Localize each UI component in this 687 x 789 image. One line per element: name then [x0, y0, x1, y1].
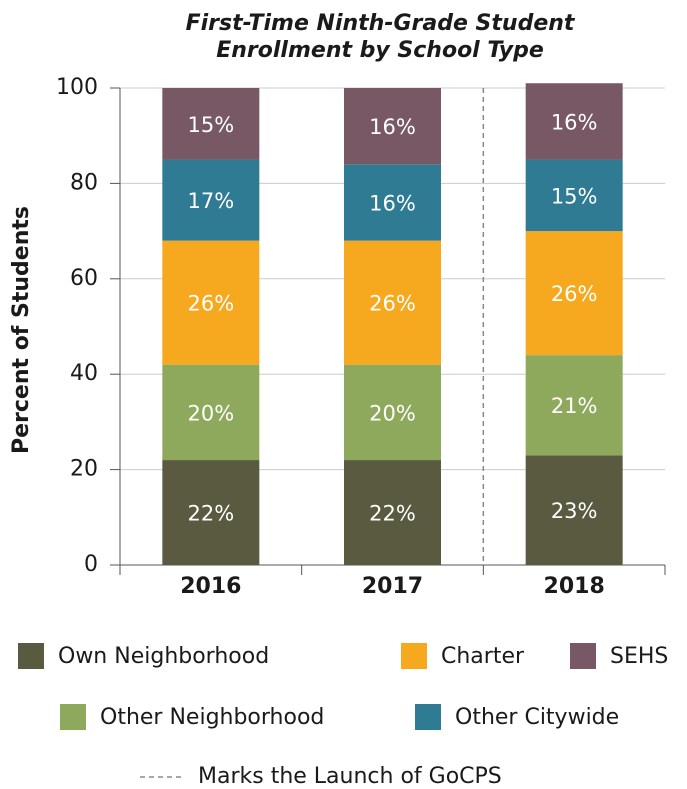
legend-swatch — [18, 643, 44, 669]
bar-segment — [344, 88, 441, 165]
data-label: 16% — [551, 110, 598, 134]
bar-segment — [344, 364, 441, 461]
bar-segment — [525, 455, 623, 565]
legend-label: Other Citywide — [455, 705, 619, 730]
y-axis-label: Percent of Students — [9, 206, 34, 454]
bar-segment — [344, 164, 441, 241]
y-tick-label: 100 — [56, 75, 98, 100]
bar-segment — [162, 240, 260, 365]
data-label: 15% — [187, 113, 234, 137]
data-label: 26% — [551, 282, 598, 306]
data-label: 15% — [551, 184, 598, 208]
y-tick-label: 0 — [84, 552, 98, 577]
bar-segment — [162, 88, 260, 160]
bar-segment — [344, 240, 441, 365]
data-label: 26% — [369, 292, 416, 316]
data-label: 21% — [551, 394, 598, 418]
bar-segment — [525, 159, 623, 232]
legend-swatch — [415, 704, 441, 730]
bar-segment — [525, 231, 623, 356]
y-tick-label: 60 — [70, 266, 98, 291]
legend-label: SEHS — [610, 644, 668, 669]
bar-segment — [162, 364, 260, 461]
legend-label: Other Neighborhood — [100, 705, 324, 730]
bar-segment — [525, 83, 623, 160]
legend-swatch — [570, 643, 596, 669]
data-label: 16% — [369, 191, 416, 215]
x-tick-label: 2017 — [362, 574, 423, 599]
chart-title: First-Time Ninth-Grade Student — [186, 11, 576, 36]
data-label: 22% — [369, 502, 416, 526]
data-label: 17% — [187, 189, 234, 213]
legend-label: Own Neighborhood — [58, 644, 269, 669]
chart-title: Enrollment by School Type — [216, 38, 544, 63]
legend-swatch — [60, 704, 86, 730]
data-label: 20% — [369, 401, 416, 425]
bar-segment — [344, 460, 441, 565]
data-label: 26% — [187, 292, 234, 316]
y-tick-label: 40 — [70, 361, 98, 386]
y-tick-label: 80 — [70, 170, 98, 195]
annotation: Marks the Launch of GoCPS — [198, 764, 502, 789]
data-label: 20% — [187, 401, 234, 425]
bar-segment — [162, 460, 260, 565]
y-tick-label: 20 — [70, 457, 98, 482]
legend-swatch — [401, 643, 427, 669]
x-tick-label: 2018 — [544, 574, 605, 599]
data-label: 16% — [369, 115, 416, 139]
data-label: 22% — [187, 502, 234, 526]
bar-segment — [162, 159, 260, 241]
data-label: 23% — [551, 499, 598, 523]
x-tick-label: 2016 — [180, 574, 241, 599]
bar-segment — [525, 355, 623, 456]
legend-label: Charter — [441, 644, 525, 669]
